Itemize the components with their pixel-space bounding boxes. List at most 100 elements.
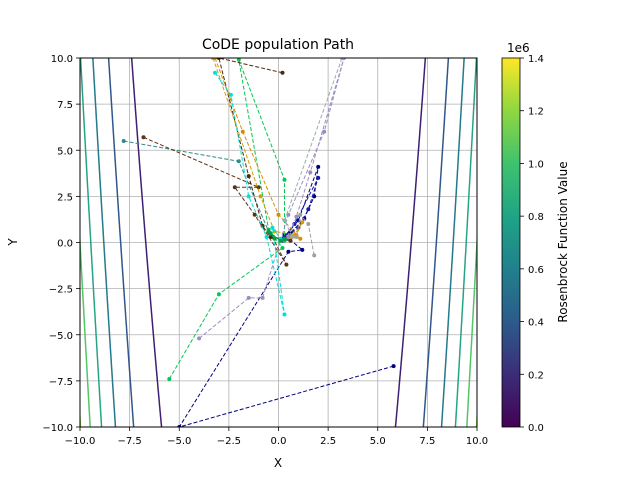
x-tick-label: −5.0 [167,436,191,447]
path-point [280,246,285,250]
path-point [141,135,146,140]
path-point [236,159,241,164]
y-tick-label: −5.0 [49,331,73,342]
colorbar [502,58,520,427]
colorbar-tick-label: 1.4 [528,54,544,65]
colorbar-tick-label: 0.8 [528,212,544,223]
path-line [212,58,303,236]
x-axis-label: X [274,456,282,470]
path-point [286,212,291,217]
colorbar-frame [501,57,521,428]
path-point [306,222,311,226]
path-point [294,235,299,239]
path-point [270,225,275,230]
contour-line [440,58,465,427]
contour-line [80,228,91,427]
path-point [246,194,251,199]
path-point [260,295,265,300]
path-point [306,207,311,212]
path-point [258,194,263,199]
path-point [290,235,295,239]
contour-line [92,58,117,427]
colorbar-tick-label: 1.0 [528,159,544,170]
x-tick-label: −7.5 [117,436,141,447]
y-tick-label: −2.5 [49,285,73,296]
path-point [282,177,287,182]
path-point [308,170,313,175]
y-axis-label: Y [6,238,20,247]
colorbar-ticks: 0.0 0.2 0.4 0.6 0.8 1.0 1.2 1.4 [520,54,544,434]
contour-line [466,228,477,427]
path-point [246,295,251,300]
colorbar-label: Rosenbrock Function Value [556,161,570,322]
path-point [167,377,172,381]
y-tick-label: 7.5 [57,100,73,111]
path-point [228,92,233,97]
path-point [300,220,305,225]
path-point [298,236,303,241]
path-point [316,175,321,180]
path-point [286,249,291,254]
colorbar-offset-label: 1e6 [507,41,530,55]
y-tick-label: −7.5 [49,377,73,388]
path-point [240,129,245,134]
colorbar-tick-label: 1.2 [528,107,544,118]
x-axis-ticks: −10.0 −7.5 −5.0 −2.5 0.0 2.5 5.0 7.5 10.0 [65,427,488,447]
colorbar-tick-label: 0.4 [528,318,544,329]
path-point [276,212,281,217]
path-point [288,238,293,243]
contour-line [107,58,135,427]
path-point [391,364,396,369]
path-point [312,253,317,258]
contour-line [422,58,450,427]
path-point [286,235,291,239]
path-point [278,238,283,243]
x-tick-label: 2.5 [320,436,336,447]
contour-line [80,58,103,427]
path-point [121,139,126,143]
x-tick-label: 10.0 [466,436,488,447]
y-tick-label: 2.5 [57,192,73,203]
x-tick-label: 7.5 [419,436,435,447]
path-point [216,292,221,297]
path-point [322,129,327,134]
path-point [268,231,273,236]
path-point [264,235,269,239]
path-line [295,213,315,256]
path-line [168,59,291,380]
path-point [213,70,217,75]
y-tick-label: 0.0 [57,239,73,250]
contour-line [130,58,163,427]
path-point [268,235,273,239]
y-tick-label: −10.0 [42,423,73,434]
y-tick-label: 5.0 [57,146,73,157]
x-tick-label: 5.0 [370,436,386,447]
path-point [246,174,251,179]
path-point [298,212,303,217]
path-point [300,247,305,252]
path-point [236,58,241,62]
path-point [282,218,287,223]
path-point [284,262,289,267]
path-point [272,236,277,241]
path-point [232,185,237,190]
y-tick-label: 10.0 [51,54,73,65]
path-point [282,312,287,317]
path-point [282,236,287,241]
path-line [283,58,343,238]
path-point [316,164,321,169]
path-point [260,223,265,228]
path-point [252,212,257,217]
path-point [294,214,299,219]
y-axis-ticks: −10.0 −7.5 −5.0 −2.5 0.0 2.5 5.0 7.5 10.0 [42,54,80,434]
contour-line [394,58,427,427]
x-tick-label: −10.0 [65,436,96,447]
colorbar-tick-label: 0.6 [528,265,544,276]
contour-line [454,58,477,427]
colorbar-tick-label: 0.0 [528,423,544,434]
path-point [197,336,202,341]
population-paths [121,58,396,427]
colorbar-tick-label: 0.2 [528,370,544,381]
